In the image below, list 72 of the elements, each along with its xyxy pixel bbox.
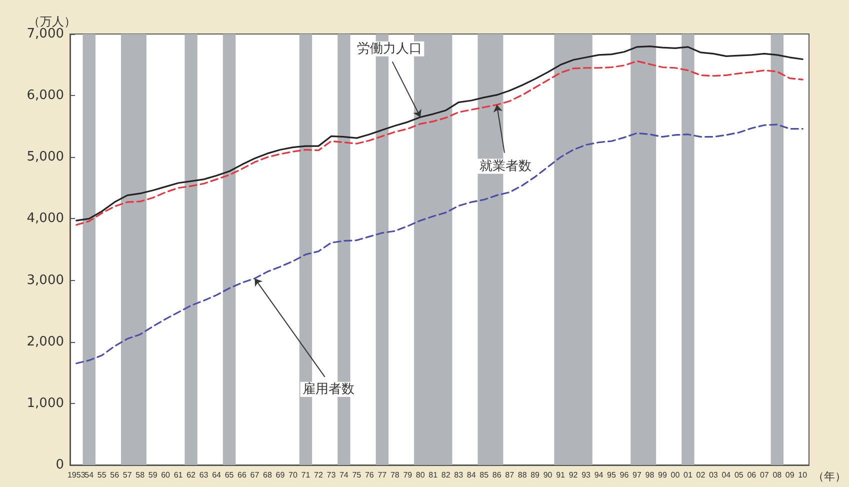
x-tick-label: 74 [339,470,349,480]
x-tick-label: 64 [212,470,222,480]
x-tick-label: 57 [122,470,132,480]
x-tick-label: 99 [658,470,668,480]
x-tick-label: 98 [645,470,655,480]
x-tick-label: 95 [607,470,617,480]
x-tick-label: 06 [747,470,757,480]
y-tick-label: 2,000 [26,334,64,350]
x-tick-label: 83 [454,470,464,480]
x-tick-label: 76 [364,470,374,480]
x-tick-label: 55 [97,470,107,480]
x-tick-label: 09 [785,470,795,480]
x-tick-label: 58 [136,470,146,480]
x-tick-label: 68 [263,470,272,480]
y-tick-label: 4,000 [26,211,64,226]
x-tick-label: 94 [594,470,604,480]
x-tick-label: 91 [556,470,566,480]
x-tick-label: 08 [772,470,782,480]
x-tick-label: 60 [161,470,171,480]
x-tick-label: 79 [403,470,413,480]
x-tick-label: 1953 [67,470,86,480]
x-tick-label: 88 [518,470,528,480]
x-tick-label: 69 [276,470,286,480]
x-tick-label: 66 [238,470,248,480]
x-tick-label: 80 [416,470,426,480]
y-tick-label: 6,000 [26,88,64,104]
x-tick-label: 90 [543,470,553,480]
x-axis-title: （年） [813,470,846,483]
x-tick-label: 92 [568,470,578,480]
x-tick-label: 78 [390,470,400,480]
x-tick-label: 00 [670,470,680,480]
x-tick-label: 07 [760,470,770,480]
x-tick-label: 61 [174,470,184,480]
x-tick-label: 85 [480,470,490,480]
x-tick-label: 02 [696,470,706,480]
x-tick-label: 81 [428,470,438,480]
x-tick-label: 75 [352,470,362,480]
x-tick-label: 62 [186,470,196,480]
x-tick-label: 84 [466,470,476,480]
x-tick-label: 67 [250,470,260,480]
x-tick-label: 89 [530,470,540,480]
x-tick-label: 03 [708,470,718,480]
x-tick-label: 63 [199,470,209,480]
y-tick-label: 7,000 [26,26,64,42]
y-tick-label: 1,000 [26,396,64,411]
y-tick-label: 3,000 [26,272,64,288]
x-tick-label: 10 [798,470,808,480]
x-tick-label: 86 [492,470,502,480]
annotation: 就業者数 [479,158,532,174]
y-axis-title: （万人） [28,14,76,29]
x-tick-label: 87 [505,470,515,480]
x-tick-label: 96 [620,470,630,480]
x-tick-label: 70 [288,470,298,480]
x-tick-label: 97 [632,470,642,480]
x-tick-label: 72 [314,470,324,480]
y-tick-label: 0 [56,458,64,472]
x-tick-label: 82 [441,470,451,480]
x-tick-label: 59 [148,470,158,480]
x-tick-label: 01 [684,470,693,480]
annotation: 雇用者数 [302,380,354,397]
x-tick-label: 65 [224,470,234,480]
x-tick-label: 05 [734,470,744,480]
annotation: 労働力人口 [357,41,422,56]
x-tick-label: 54 [84,470,94,480]
y-tick-label: 5,000 [26,150,64,165]
line-series [76,124,804,364]
x-tick-label: 04 [722,470,732,480]
x-tick-label: 56 [110,470,120,480]
x-tick-label: 77 [378,470,388,480]
x-tick-label: 73 [326,470,336,480]
x-tick-label: 93 [582,470,592,480]
x-tick-label: 71 [301,470,311,480]
